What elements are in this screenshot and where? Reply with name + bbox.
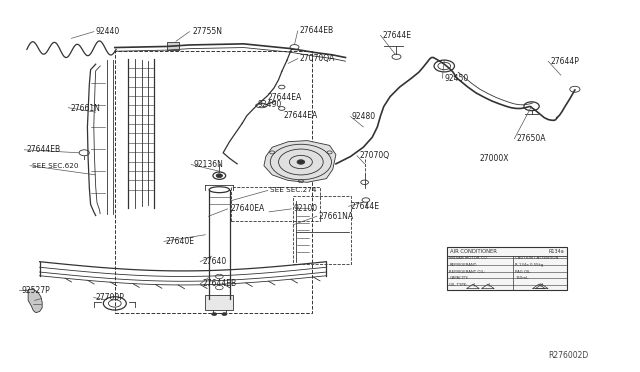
Text: AIR CONDITIONER: AIR CONDITIONER — [450, 249, 497, 254]
Text: R134a: R134a — [548, 249, 564, 254]
Text: SEE SEC.274: SEE SEC.274 — [270, 187, 317, 193]
Text: CAUTION / ATTENTION: CAUTION / ATTENTION — [515, 256, 559, 260]
Text: 27644EA: 27644EA — [268, 93, 302, 102]
Circle shape — [216, 174, 223, 177]
Text: REFRIGERANT:: REFRIGERANT: — [449, 263, 477, 267]
Text: !: ! — [486, 283, 489, 288]
Text: 27644EB: 27644EB — [27, 145, 61, 154]
Text: REFRIGERANT OIL:: REFRIGERANT OIL: — [449, 270, 485, 274]
Text: 92100: 92100 — [293, 204, 317, 214]
Polygon shape — [264, 141, 336, 182]
Text: 92136N: 92136N — [194, 160, 224, 169]
Circle shape — [212, 312, 217, 315]
Text: !: ! — [541, 283, 543, 288]
Text: R276002D: R276002D — [548, 350, 588, 360]
Text: 27644EA: 27644EA — [283, 110, 317, 120]
Text: 27644EB: 27644EB — [300, 26, 333, 35]
Text: 27000X: 27000X — [479, 154, 509, 163]
Text: PAG OIL: PAG OIL — [515, 270, 531, 274]
Polygon shape — [28, 289, 42, 312]
Text: 92480: 92480 — [352, 112, 376, 121]
Text: 27644P: 27644P — [550, 57, 580, 66]
Bar — [115, 51, 312, 313]
Text: 27640EA: 27640EA — [231, 204, 265, 214]
Text: 92527P: 92527P — [22, 286, 51, 295]
Text: SEE SEC.620: SEE SEC.620 — [32, 163, 79, 169]
Text: 27070Q: 27070Q — [360, 151, 390, 160]
Text: 27700P: 27700P — [96, 293, 125, 302]
Text: 27755N: 27755N — [193, 27, 223, 36]
Text: OIL TYPE:: OIL TYPE: — [449, 283, 468, 287]
Text: !: ! — [472, 283, 474, 288]
Text: 27640: 27640 — [202, 257, 227, 266]
Text: 27644E: 27644E — [383, 31, 412, 40]
Text: 27070QA: 27070QA — [300, 54, 335, 63]
Text: 92490: 92490 — [257, 100, 282, 109]
Bar — [167, 42, 179, 50]
Text: 92440: 92440 — [96, 27, 120, 36]
Text: CAPACITY:: CAPACITY: — [449, 276, 468, 280]
Circle shape — [297, 160, 305, 164]
Text: 150mL: 150mL — [515, 276, 529, 280]
Circle shape — [222, 312, 227, 315]
Bar — [447, 247, 567, 290]
Text: !: ! — [538, 283, 540, 288]
Bar — [205, 295, 234, 310]
Bar — [231, 187, 320, 221]
Text: 27661N: 27661N — [70, 104, 100, 113]
Text: 27650A: 27650A — [516, 134, 546, 143]
Text: NISSAN MOTOR CO.: NISSAN MOTOR CO. — [449, 256, 488, 260]
Text: 27644E: 27644E — [351, 202, 380, 211]
Text: 27640E: 27640E — [166, 237, 195, 246]
Text: 27644EB: 27644EB — [202, 279, 236, 288]
Text: 92450: 92450 — [444, 74, 468, 83]
Text: R-134a 0.55kg: R-134a 0.55kg — [515, 263, 543, 267]
Text: 27661NA: 27661NA — [319, 212, 354, 221]
Bar — [293, 196, 351, 264]
